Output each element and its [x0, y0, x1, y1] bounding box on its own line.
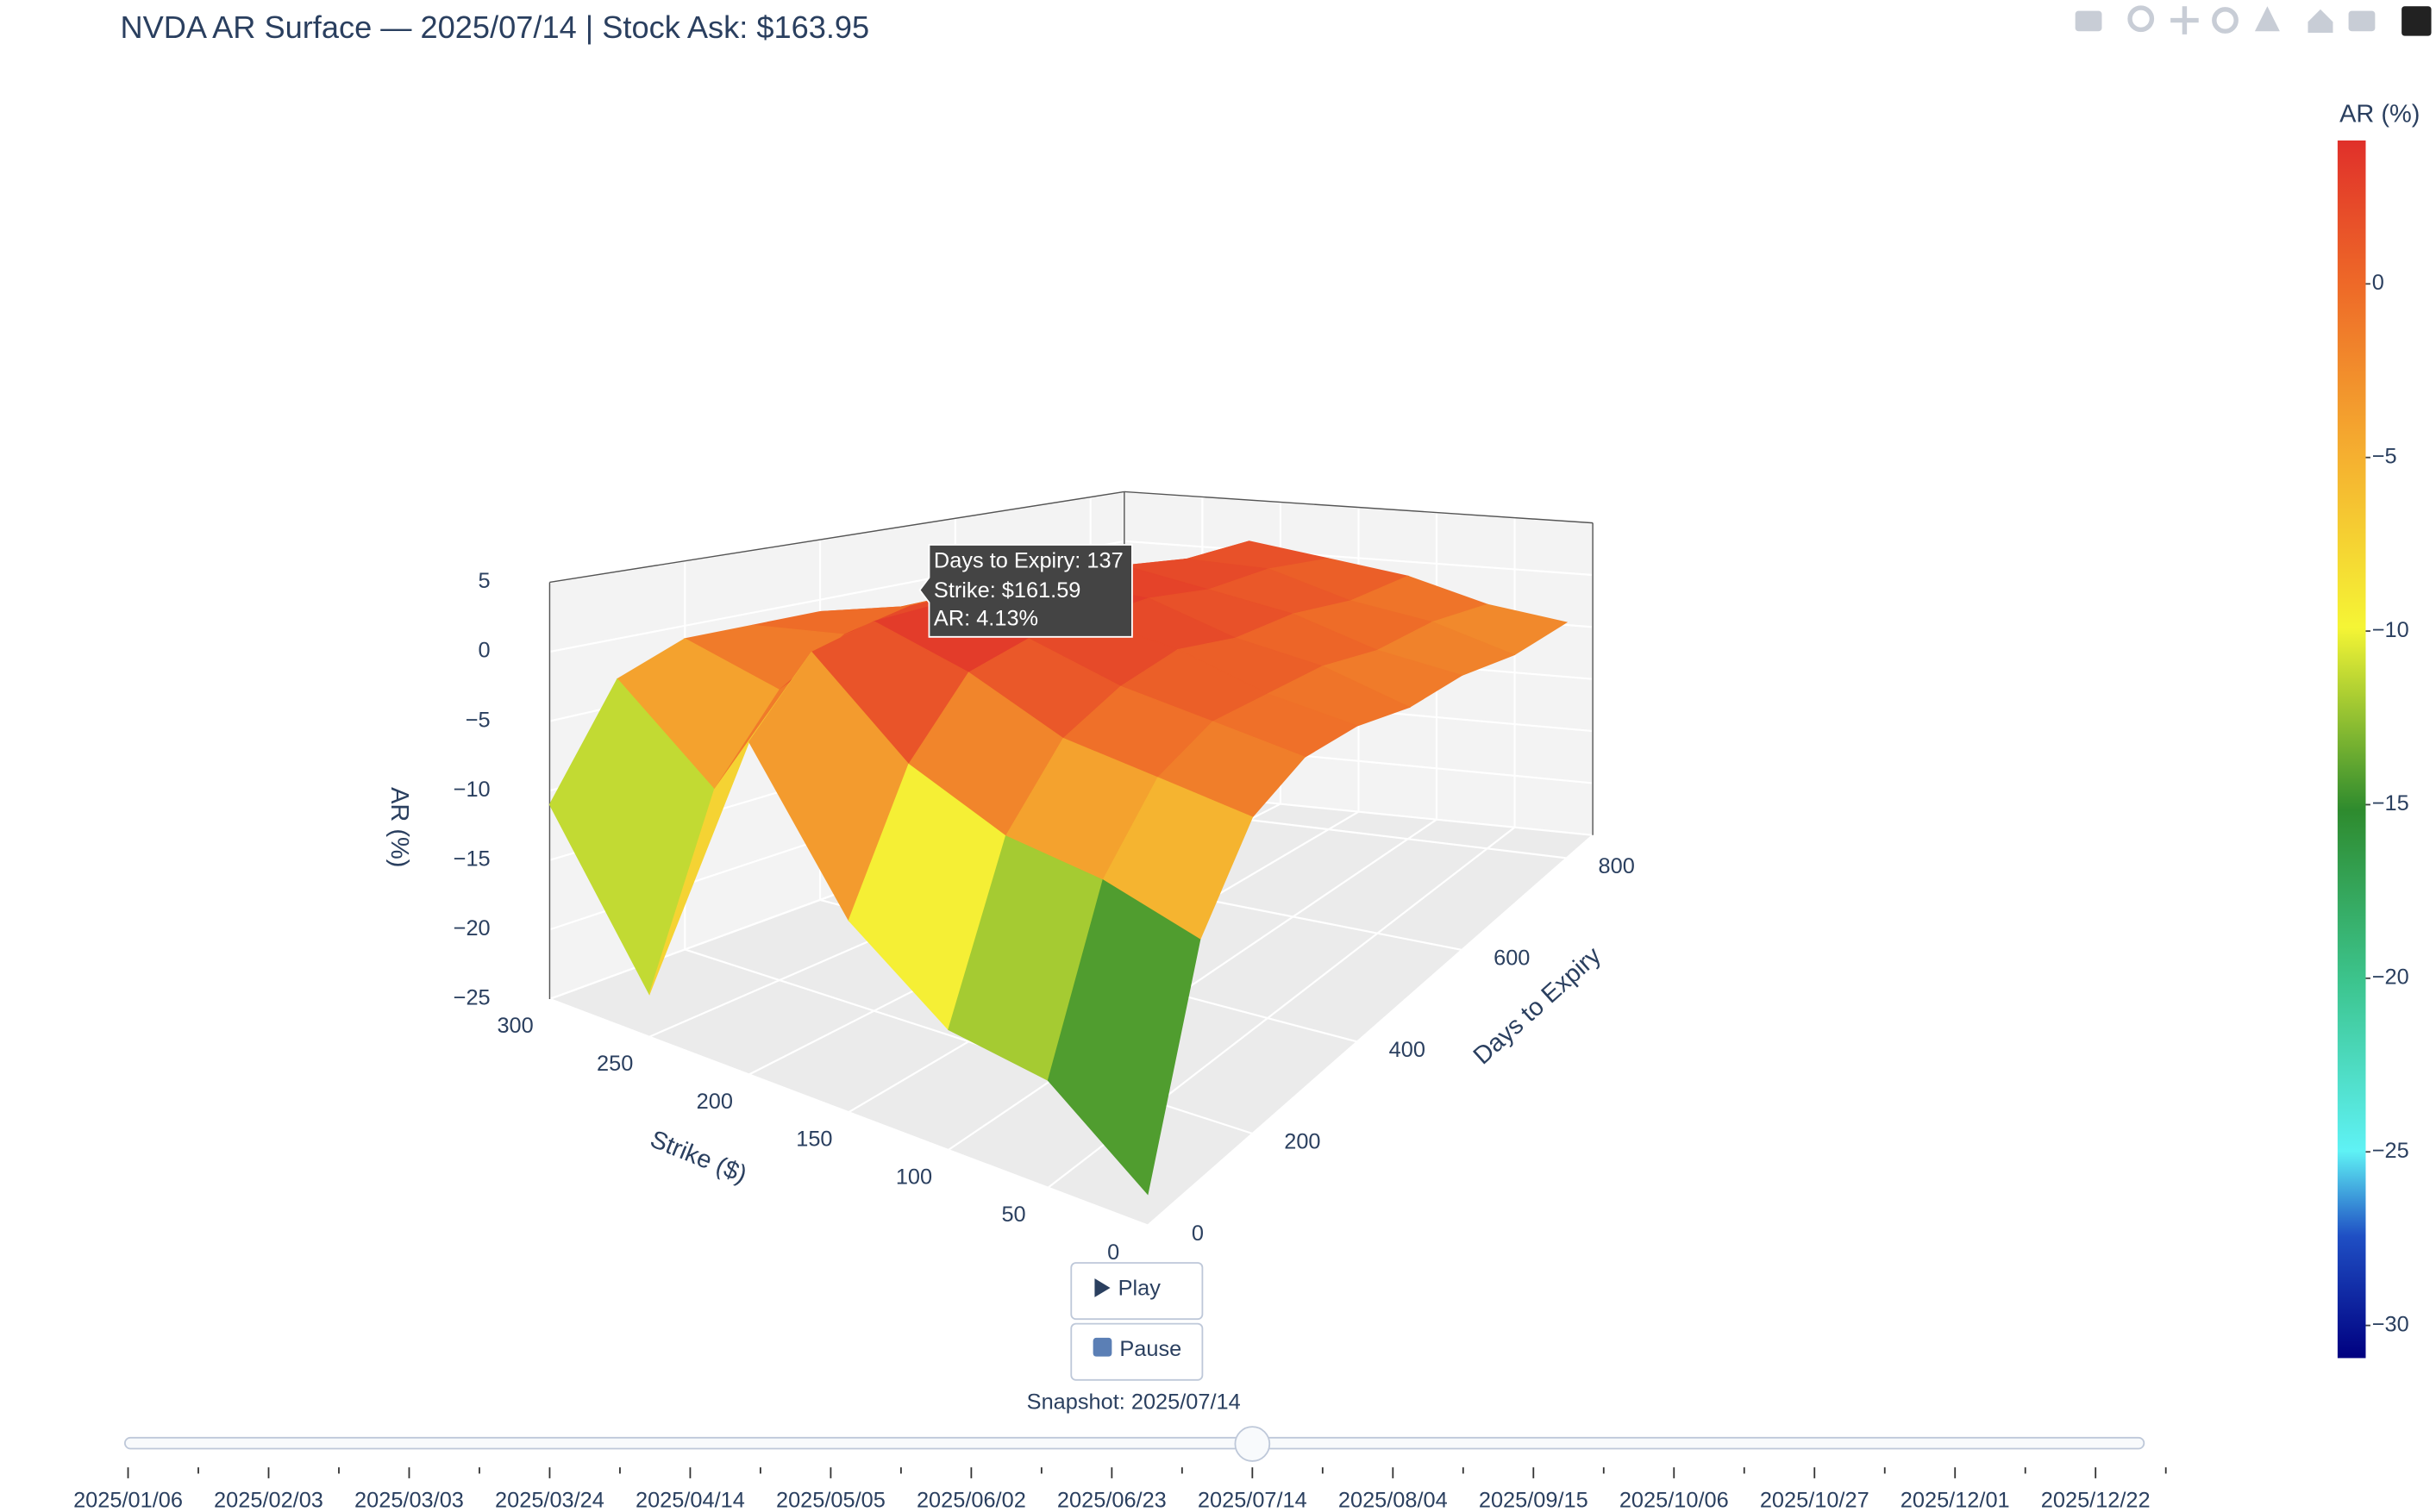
hover-tooltip: Days to Expiry: 137 Strike: $161.59 AR: … [918, 544, 1133, 638]
colorbar-tick-label: −25 [2372, 1139, 2409, 1163]
colorbar-tick-label: 0 [2372, 271, 2384, 295]
x-axis-title: Strike ($) [647, 1126, 751, 1190]
pan-icon[interactable] [2170, 6, 2199, 34]
x-tick-label: 150 [796, 1128, 832, 1152]
tooltip-line: Days to Expiry: 137 [934, 549, 1124, 573]
z-axis-title: AR (%) [385, 787, 413, 867]
slider-step-label: 2025/12/01 [1901, 1489, 2010, 1512]
axis-frame [1124, 490, 1594, 524]
x-tick-label: 250 [597, 1052, 633, 1076]
colorbar-tick-label: −30 [2372, 1312, 2409, 1336]
axis-frame [549, 490, 1124, 584]
z-tick-label: 5 [479, 569, 491, 593]
button-label[interactable]: Play [1118, 1276, 1162, 1300]
colorbar-tick-label: −10 [2372, 618, 2409, 642]
z-tick-label: −20 [454, 916, 491, 940]
slider-step-label: 2025/06/02 [917, 1489, 1026, 1512]
slider-track[interactable] [123, 1436, 2145, 1450]
slider-step-label: 2025/05/05 [776, 1489, 886, 1512]
slider-step-label: 2025/07/14 [1198, 1489, 1307, 1512]
slider-step-label: 2025/09/15 [1479, 1489, 1588, 1512]
tooltip-line: AR: 4.13% [934, 607, 1038, 631]
orbit-icon[interactable] [2212, 7, 2239, 34]
slider-step-label: 2025/10/27 [1760, 1489, 1869, 1512]
scene [548, 490, 1594, 1227]
z-tick-label: −5 [466, 708, 491, 732]
button-frame[interactable] [1070, 1262, 1204, 1321]
colorbar-tick-label: −20 [2372, 965, 2409, 990]
plotly-logo[interactable] [2402, 6, 2432, 36]
camera-icon[interactable] [2075, 10, 2102, 32]
slider-step-label: 2025/03/24 [495, 1489, 604, 1512]
slider-step-label: 2025/03/03 [354, 1489, 464, 1512]
x-tick-label: 0 [1107, 1240, 1119, 1265]
z-tick-label: 0 [479, 639, 491, 663]
slider-step-label: 2025/01/06 [73, 1489, 183, 1512]
modebar[interactable] [2075, 5, 2432, 36]
grid-line [948, 818, 1437, 1151]
slider-step-label: 2025/04/14 [636, 1489, 745, 1512]
slider-handle[interactable] [1234, 1426, 1271, 1462]
y-tick-label: 400 [1389, 1038, 1425, 1062]
colorbar-title: AR (%) [2339, 101, 2420, 128]
slider-step-label: 2025/06/23 [1057, 1489, 1167, 1512]
play-button[interactable]: Play [1070, 1262, 1204, 1321]
camera-view-icon[interactable] [2348, 10, 2376, 32]
pause-button[interactable]: Pause [1070, 1322, 1204, 1381]
slider-step-label: 2025/02/03 [214, 1489, 323, 1512]
play-icon [1094, 1278, 1111, 1297]
z-tick-label: −10 [454, 778, 491, 802]
turntable-icon[interactable] [2254, 6, 2280, 32]
y-tick-label: 0 [1192, 1221, 1204, 1246]
y-tick-label: 800 [1599, 854, 1635, 878]
z-tick-label: −25 [454, 986, 491, 1010]
z-tick-label: −15 [454, 847, 491, 871]
slider-current-label: Snapshot: 2025/07/14 [1027, 1390, 1241, 1415]
colorbar-tick-label: −15 [2372, 791, 2409, 815]
y-tick-label: 200 [1284, 1130, 1320, 1154]
pause-icon [1093, 1337, 1112, 1357]
slider-step-label: 2025/08/04 [1338, 1489, 1448, 1512]
slider-step-label: 2025/12/22 [2041, 1489, 2151, 1512]
home-icon[interactable] [2308, 9, 2333, 34]
x-tick-label: 200 [697, 1090, 733, 1114]
chart-title: NVDA AR Surface — 2025/07/14 | Stock Ask… [120, 9, 869, 45]
slider-step-label: 2025/10/06 [1619, 1489, 1729, 1512]
grid-line [1124, 540, 1594, 577]
slider[interactable]: 2025/01/06 2025/02/03 2025/03/03 2025/03/24… [73, 1426, 2167, 1512]
grid-line [549, 997, 1149, 1227]
colorbar [2337, 140, 2366, 1359]
y-tick-label: 600 [1494, 947, 1530, 971]
tooltip-box [918, 544, 1133, 638]
x-tick-label: 100 [896, 1165, 932, 1189]
tooltip-line: Strike: $161.59 [934, 578, 1080, 603]
zoom-icon[interactable] [2127, 5, 2155, 33]
surface-cell [1047, 879, 1201, 1196]
x-tick-label: 50 [1001, 1203, 1025, 1227]
x-tick-label: 300 [497, 1014, 533, 1038]
y-axis-title: Days to Expiry [1468, 941, 1607, 1070]
grid-line [1147, 834, 1594, 1227]
colorbar-tick-label: −5 [2372, 444, 2397, 468]
button-label[interactable]: Pause [1119, 1337, 1181, 1361]
